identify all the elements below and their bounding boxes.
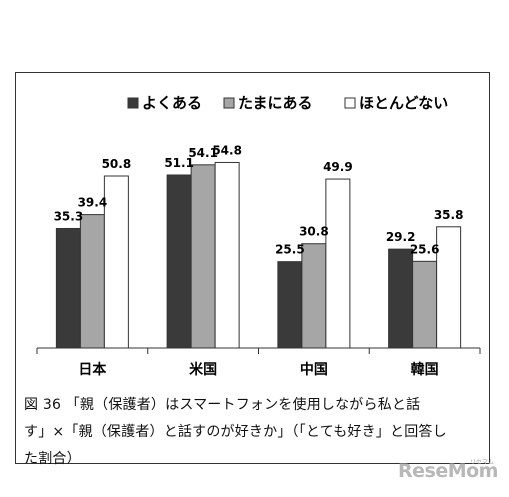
bar-0-2 bbox=[103, 175, 129, 349]
value-label-2-1: 30.8 bbox=[299, 225, 329, 239]
legend: よくある たまにある ほとんどない bbox=[127, 94, 448, 112]
caption-line-3: た割合） bbox=[24, 451, 81, 467]
legend-swatch-0 bbox=[127, 97, 139, 109]
bar-1-1 bbox=[190, 164, 216, 349]
bars bbox=[55, 161, 462, 349]
x-tick-label-1: 米国 bbox=[189, 361, 217, 378]
bar-2-0 bbox=[277, 261, 303, 349]
bar-2-2 bbox=[325, 178, 351, 349]
bar-3-0 bbox=[388, 248, 414, 349]
value-label-0-2: 50.8 bbox=[102, 157, 132, 171]
value-label-0-0: 35.3 bbox=[54, 209, 84, 223]
legend-swatch-2 bbox=[344, 97, 356, 109]
x-axis: 日本 米国 中国 韓国 bbox=[36, 347, 481, 378]
caption-line-1: 図 36 「親（保護者）はスマートフォンを使用しながら私と話 bbox=[24, 397, 421, 413]
value-label-0-1: 39.4 bbox=[78, 196, 108, 210]
value-label-2-2: 49.9 bbox=[323, 160, 353, 174]
value-label-3-0: 29.2 bbox=[386, 230, 416, 244]
brand-logo-subtext: リセマム bbox=[470, 459, 495, 466]
brand-logo: ReseMom bbox=[398, 460, 498, 482]
bar-0-0 bbox=[55, 227, 81, 349]
value-label-1-0: 51.1 bbox=[164, 156, 194, 170]
x-tick-label-0: 日本 bbox=[78, 361, 107, 378]
bar-0-1 bbox=[79, 214, 105, 349]
caption-line-2: す」×「親（保護者）と話すのが好きか」（「とても好き」と回答し bbox=[24, 424, 447, 440]
value-label-1-1: 54.1 bbox=[188, 146, 218, 160]
legend-label-2: ほとんどない bbox=[359, 94, 448, 112]
chart-frame bbox=[15, 72, 490, 464]
legend-label-0: よくある bbox=[142, 94, 202, 112]
value-label-1-2: 54.8 bbox=[212, 143, 242, 157]
bar-1-2 bbox=[214, 161, 240, 349]
bar-3-2 bbox=[436, 226, 462, 349]
value-labels: 35.339.4 50.8 51.154.154.8 25.5 30.8 49.9 29.2… bbox=[54, 143, 464, 256]
value-label-2-0: 25.5 bbox=[275, 243, 305, 257]
bar-2-1 bbox=[301, 243, 327, 349]
value-label-3-1: 25.6 bbox=[410, 242, 440, 256]
value-label-3-2: 35.8 bbox=[434, 208, 464, 222]
x-tick-label-2: 中国 bbox=[300, 361, 328, 378]
x-tick-label-3: 韓国 bbox=[411, 361, 439, 378]
legend-swatch-1 bbox=[223, 97, 235, 109]
figure-caption: 図 36 「親（保護者）はスマートフォンを使用しながら私と話 す」×「親（保護者… bbox=[24, 392, 486, 473]
bar-1-0 bbox=[166, 174, 192, 349]
bar-3-1 bbox=[412, 260, 438, 349]
legend-label-1: たまにある bbox=[238, 94, 313, 112]
